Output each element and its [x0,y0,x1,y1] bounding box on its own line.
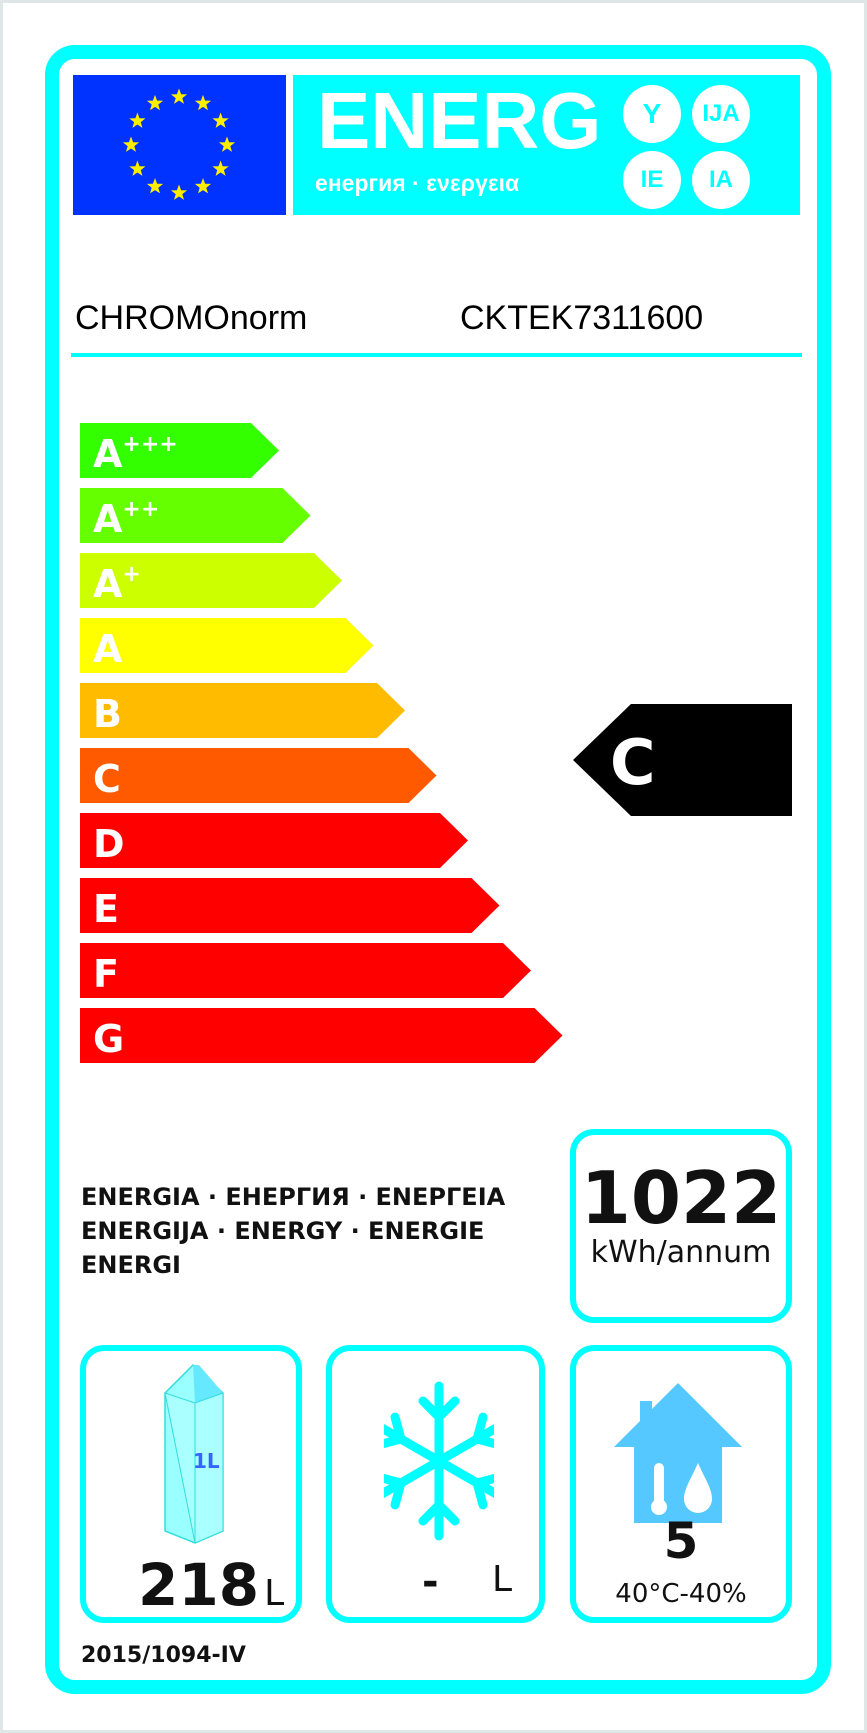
label-border [45,45,831,1694]
star-icon [170,88,188,104]
suffix-badge: Y [623,85,681,143]
star-icon [218,136,236,152]
star-icon [194,178,212,194]
model-number: CKTEK7311600 [460,299,704,337]
rating-label: C [610,726,656,799]
star-icon [212,112,229,128]
energy-banner: ENERG енергия · ενεργεια Y IJA IE IA [293,75,800,215]
class-bar: A+ [80,553,342,608]
energy-line: ENERGIA · ЕНЕРГИЯ · ЕΝΕΡΓΕΙΑ [81,1183,506,1211]
class-bar: A [80,618,374,673]
star-icon [146,178,164,194]
divider [71,353,802,357]
class-bar: B [80,683,405,738]
class-bar: G [80,1008,563,1063]
star-icon [146,94,164,111]
energy-line: ENERGIJA · ENERGY · ENERGIE [81,1217,485,1245]
star-icon [129,160,146,176]
fresh-unit: L [264,1573,285,1614]
class-label: A++ [93,497,159,541]
energy-subtitle: енергия · ενεργεια [315,170,520,196]
star-icon [122,136,140,152]
class-bar: D [80,813,468,868]
class-bar: A++ [80,488,311,543]
star-icon [194,94,212,111]
frozen-volume-box: - L [326,1345,545,1623]
class-label: C [93,757,121,801]
suffix-badge: IJA [692,85,750,143]
fresh-value: 218 [138,1551,260,1619]
class-label: A [93,627,123,671]
energy-line: ENERGI [81,1251,181,1279]
climate-value: 5 [663,1512,699,1570]
climate-class-box: 5 40°C-40% [570,1345,792,1623]
frozen-unit: L [492,1559,513,1600]
milk-carton-icon: 1L [164,1363,224,1544]
star-icon [129,112,146,128]
class-label: G [93,1017,124,1061]
rating-arrow: C [573,704,792,816]
suffix-badge: IE [623,151,681,209]
climate-condition: 40°C-40% [615,1579,747,1609]
supplier-name: CHROMOnorm [75,299,308,337]
energy-consumption-box: 1022 kWh/annum [570,1129,792,1323]
fresh-volume-box: 1L 218 L [80,1345,302,1623]
class-bar: F [80,943,531,998]
class-bar: C [80,748,437,803]
frozen-value: - [422,1559,439,1605]
energy-title: ENERG [317,76,602,165]
class-bar: E [80,878,500,933]
eu-flag-icon [73,75,286,215]
suffix-badge: IA [692,151,750,209]
energy-multilingual: ENERGIA · ЕНЕРГИЯ · ЕΝΕΡΓΕΙΑ ENERGIJA · … [81,1180,505,1282]
star-icon [170,184,188,200]
carton-label: 1L [193,1449,220,1473]
energy-unit: kWh/annum [590,1235,772,1270]
class-label: D [93,822,125,866]
regulation-number: 2015/1094-IV [81,1643,246,1668]
star-icon [212,160,229,176]
energy-value: 1022 [580,1156,782,1240]
class-label: E [93,887,119,931]
class-bar: A+++ [80,423,279,478]
snowflake-icon [384,1381,494,1551]
class-label: F [93,952,119,996]
house-climate-icon [614,1383,742,1523]
fresh-volume: 218 L [138,1551,284,1619]
class-label: B [93,692,122,736]
